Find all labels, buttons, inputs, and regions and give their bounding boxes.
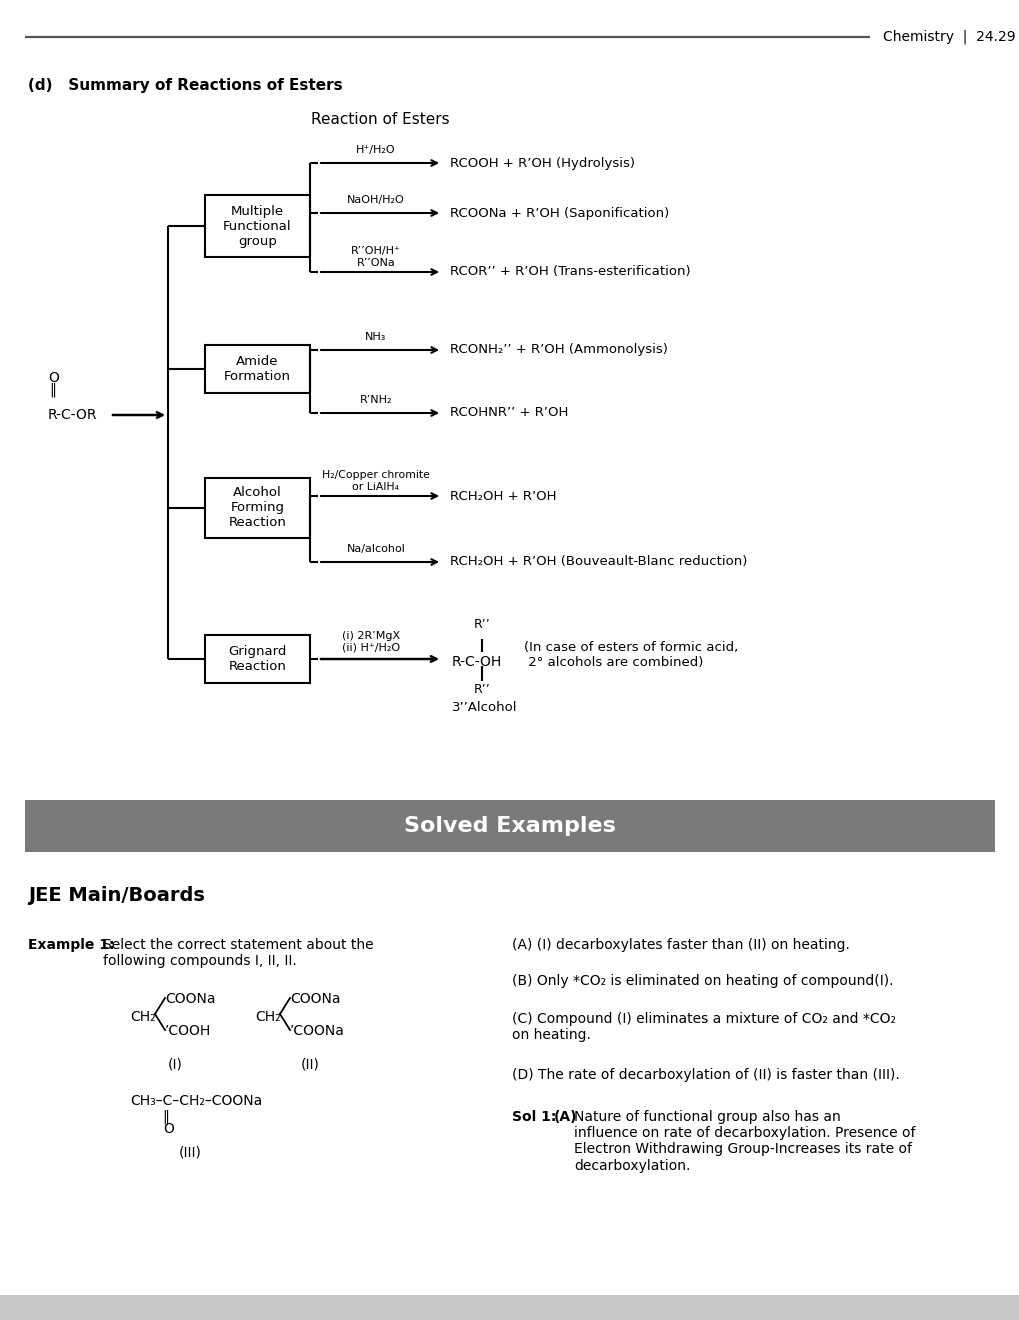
Text: (d)   Summary of Reactions of Esters: (d) Summary of Reactions of Esters: [28, 78, 342, 92]
Text: RCOOH + R’OH (Hydrolysis): RCOOH + R’OH (Hydrolysis): [449, 157, 635, 169]
Text: (i) 2R’MgX: (i) 2R’MgX: [341, 631, 399, 642]
Text: Na/alcohol: Na/alcohol: [346, 544, 405, 554]
Text: R’’ONa: R’’ONa: [357, 257, 395, 268]
Text: R’’: R’’: [474, 618, 490, 631]
Text: or LiAlH₄: or LiAlH₄: [353, 482, 399, 492]
Text: NaOH/H₂O: NaOH/H₂O: [346, 195, 405, 205]
Text: (In case of esters of formic acid,
 2° alcohols are combined): (In case of esters of formic acid, 2° al…: [524, 642, 738, 669]
Text: CH₂: CH₂: [255, 1010, 280, 1024]
Text: RCH₂OH + R’OH (Bouveault-Blanc reduction): RCH₂OH + R’OH (Bouveault-Blanc reduction…: [449, 556, 747, 569]
Text: RCH₂OH + R’OH: RCH₂OH + R’OH: [449, 490, 556, 503]
Text: COONa: COONa: [289, 993, 340, 1006]
Text: (A): (A): [553, 1110, 577, 1125]
Text: Amide
Formation: Amide Formation: [224, 355, 290, 383]
Text: ‖: ‖: [162, 1109, 169, 1123]
Bar: [205, 635, 310, 682]
Text: H⁺/H₂O: H⁺/H₂O: [356, 145, 395, 154]
Text: Nature of functional group also has an
influence on rate of decarboxylation. Pre: Nature of functional group also has an i…: [574, 1110, 915, 1172]
Text: ‖: ‖: [49, 383, 56, 397]
Text: R-C-OR: R-C-OR: [48, 408, 98, 422]
Text: RCONH₂’’ + R’OH (Ammonolysis): RCONH₂’’ + R’OH (Ammonolysis): [449, 343, 667, 356]
Bar: [0, 1295, 1019, 1320]
Text: Solved Examples: Solved Examples: [404, 816, 615, 836]
Text: Sol 1:: Sol 1:: [512, 1110, 560, 1125]
Text: JEE Main/Boards: JEE Main/Boards: [28, 886, 205, 906]
Bar: [205, 195, 310, 257]
Text: RCOR’’ + R’OH (Trans-esterification): RCOR’’ + R’OH (Trans-esterification): [449, 265, 690, 279]
Bar: [205, 345, 310, 393]
Text: RCOHNR’’ + R’OH: RCOHNR’’ + R’OH: [449, 407, 568, 420]
Text: CH₂: CH₂: [129, 1010, 156, 1024]
Text: ʼCOOH: ʼCOOH: [165, 1024, 211, 1038]
Text: (C) Compound (I) eliminates a mixture of CO₂ and *CO₂
on heating.: (C) Compound (I) eliminates a mixture of…: [512, 1012, 895, 1043]
Text: O: O: [163, 1122, 173, 1137]
Text: Select the correct statement about the
following compounds I, II, II.: Select the correct statement about the f…: [103, 939, 373, 968]
Text: COONa: COONa: [165, 993, 215, 1006]
Text: R’NH₂: R’NH₂: [360, 395, 392, 405]
Text: (A) (I) decarboxylates faster than (II) on heating.: (A) (I) decarboxylates faster than (II) …: [512, 939, 849, 952]
Text: NH₃: NH₃: [365, 333, 386, 342]
Bar: [25, 800, 994, 851]
Bar: [205, 478, 310, 539]
Text: R-C-OH: R-C-OH: [451, 655, 501, 669]
Text: CH₃–C–CH₂–COONa: CH₃–C–CH₂–COONa: [129, 1094, 262, 1107]
Text: Reaction of Esters: Reaction of Esters: [311, 112, 449, 127]
Text: 3’’Alcohol: 3’’Alcohol: [451, 701, 517, 714]
Text: (D) The rate of decarboxylation of (II) is faster than (III).: (D) The rate of decarboxylation of (II) …: [512, 1068, 899, 1082]
Text: Alcohol
Forming
Reaction: Alcohol Forming Reaction: [228, 487, 286, 529]
Text: RCOONa + R’OH (Saponification): RCOONa + R’OH (Saponification): [449, 206, 668, 219]
Text: (B) Only *CO₂ is eliminated on heating of compound(I).: (B) Only *CO₂ is eliminated on heating o…: [512, 974, 893, 987]
Text: (ii) H⁺/H₂O: (ii) H⁺/H₂O: [341, 643, 399, 653]
Text: Example 1:: Example 1:: [28, 939, 114, 952]
Text: Chemistry  |  24.29: Chemistry | 24.29: [882, 30, 1015, 45]
Text: Multiple
Functional
group: Multiple Functional group: [223, 205, 291, 248]
Text: O: O: [48, 371, 59, 385]
Text: H₂/Copper chromite: H₂/Copper chromite: [322, 470, 430, 480]
Text: R’’OH/H⁺: R’’OH/H⁺: [351, 246, 400, 256]
Text: R’’: R’’: [474, 682, 490, 696]
Text: ʼCOONa: ʼCOONa: [289, 1024, 344, 1038]
Text: (I): (I): [167, 1059, 182, 1072]
Text: (II): (II): [301, 1059, 319, 1072]
Text: Grignard
Reaction: Grignard Reaction: [228, 645, 286, 673]
Text: (III): (III): [178, 1146, 201, 1160]
